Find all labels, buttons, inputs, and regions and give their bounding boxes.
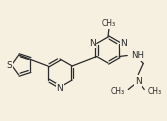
Text: N: N	[89, 38, 96, 48]
Text: N: N	[135, 77, 142, 86]
Text: S: S	[7, 60, 12, 69]
Text: CH₃: CH₃	[110, 87, 124, 96]
Text: N: N	[57, 84, 63, 93]
Text: CH₃: CH₃	[147, 87, 161, 96]
Text: N: N	[120, 38, 127, 48]
Text: CH₃: CH₃	[102, 19, 116, 29]
Text: NH: NH	[131, 51, 144, 60]
